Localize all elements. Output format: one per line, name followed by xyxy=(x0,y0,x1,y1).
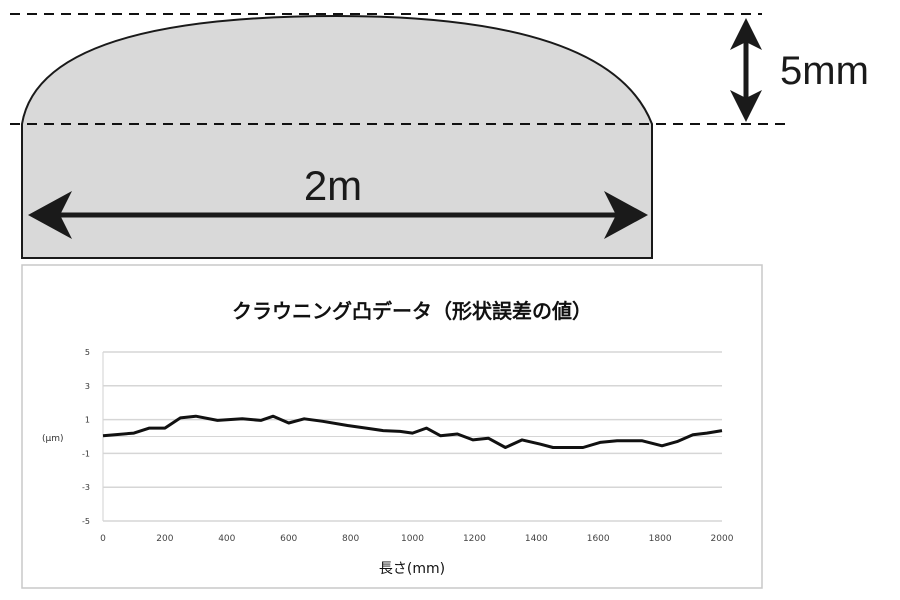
x-tick-label: 2000 xyxy=(711,534,734,544)
x-tick-label: 400 xyxy=(218,534,235,544)
x-axis-ticks: 0 200 400 600 800 1000 1200 1400 1600 1800 2000 xyxy=(100,534,734,544)
y-tick-label: 5 xyxy=(85,348,90,357)
crowned-roller-shape xyxy=(21,14,653,259)
y-tick-label: 3 xyxy=(85,382,90,391)
width-label: 2m xyxy=(304,162,362,209)
y-tick-label: 1 xyxy=(85,416,90,425)
height-arrow xyxy=(730,18,762,122)
chart-frame xyxy=(21,264,763,589)
series-line xyxy=(102,414,723,449)
chart-grid xyxy=(102,351,722,522)
y-axis-label: (μm) xyxy=(42,434,64,444)
x-tick-label: 1800 xyxy=(649,534,672,544)
y-axis-ticks: 5 3 1 -1 -3 -5 xyxy=(82,348,90,526)
y-tick-label: -5 xyxy=(82,517,90,526)
x-tick-label: 600 xyxy=(280,534,297,544)
x-tick-label: 0 xyxy=(100,534,106,544)
x-tick-label: 800 xyxy=(342,534,359,544)
x-tick-label: 1400 xyxy=(525,534,548,544)
x-axis-label: 長さ(mm) xyxy=(379,561,445,577)
x-tick-label: 200 xyxy=(156,534,173,544)
height-label: 5mm xyxy=(780,49,869,93)
chart-title: クラウニング凸データ（形状誤差の値） xyxy=(232,299,592,323)
x-tick-label: 1200 xyxy=(463,534,486,544)
width-arrow xyxy=(28,191,648,239)
y-tick-label: -1 xyxy=(82,449,90,458)
x-tick-label: 1000 xyxy=(401,534,424,544)
x-tick-label: 1600 xyxy=(587,534,610,544)
y-tick-label: -3 xyxy=(82,483,90,492)
